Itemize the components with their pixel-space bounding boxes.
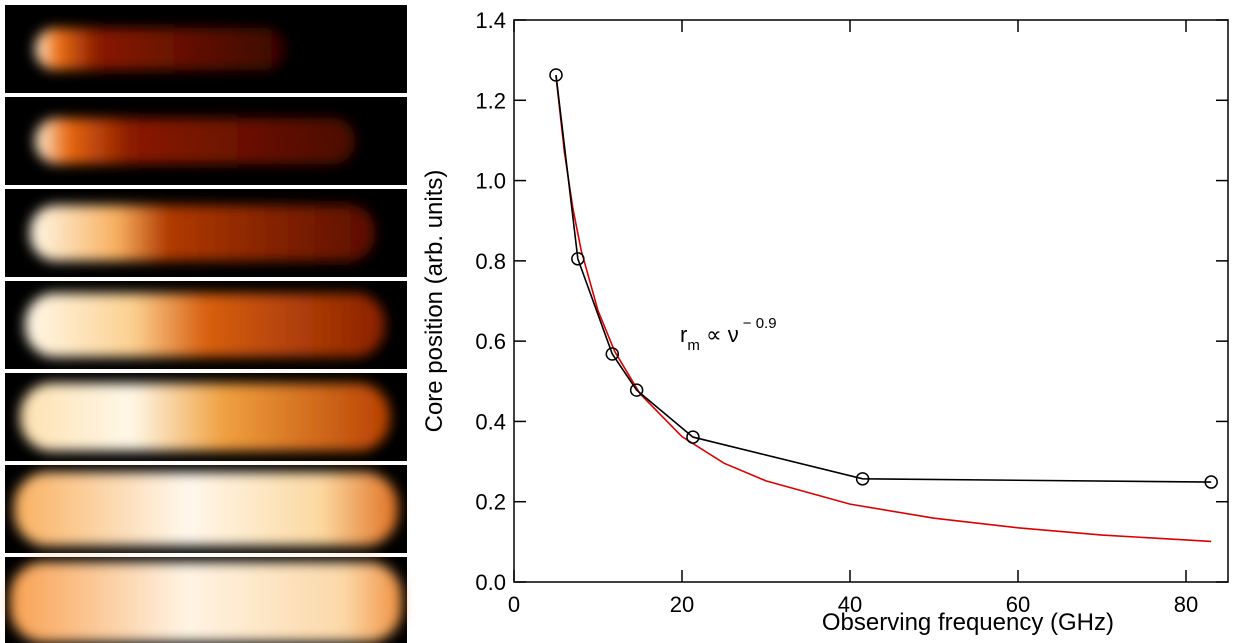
y-tick-label: 0.2: [475, 490, 506, 515]
data-point: [686, 430, 700, 444]
x-tick-label: 60: [1006, 592, 1030, 617]
x-tick-label: 80: [1174, 592, 1198, 617]
x-tick-label: 20: [670, 592, 694, 617]
y-axis-label: Core position (arb. units): [421, 170, 448, 433]
y-tick-label: 1.0: [475, 169, 506, 194]
series-line: [555, 74, 1212, 483]
data-point: [605, 347, 620, 361]
annotation-sub: m: [687, 337, 700, 354]
y-tick-label: 0.0: [475, 570, 506, 595]
annotation: rm ∝ ν − 0.9: [680, 315, 777, 354]
series-line: [555, 76, 1212, 543]
y-tick-label: 0.4: [475, 409, 506, 434]
annotation-mid: ∝ ν: [700, 322, 739, 347]
annotation-sup: − 0.9: [743, 315, 777, 332]
x-tick-label: 40: [838, 592, 862, 617]
y-tick-label: 1.4: [475, 8, 506, 33]
data-point: [629, 383, 644, 397]
x-axis-label: Observing frequency (GHz): [822, 609, 1114, 636]
y-tick-label: 0.8: [475, 249, 506, 274]
y-tick-label: 1.2: [475, 88, 506, 113]
data-point: [549, 68, 563, 82]
y-tick-label: 0.6: [475, 329, 506, 354]
image-panels: [5, 5, 407, 643]
data-point: [571, 252, 585, 266]
x-tick-label: 0: [508, 592, 520, 617]
data-point: [1204, 475, 1218, 489]
annotation-base: r: [680, 322, 687, 347]
plot-frame: [513, 19, 1229, 583]
data-point: [855, 472, 870, 486]
